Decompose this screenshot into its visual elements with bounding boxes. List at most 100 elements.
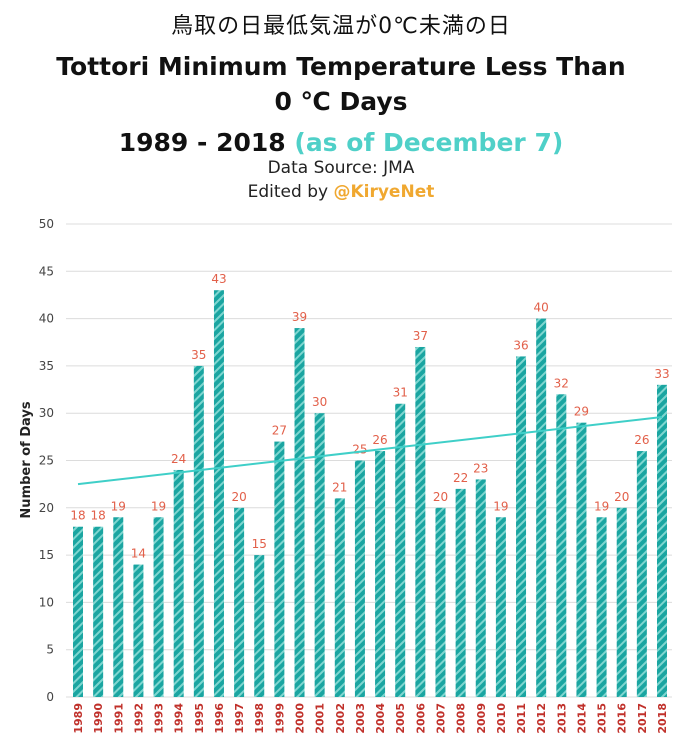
x-tick-label: 1997	[233, 703, 246, 734]
x-tick-label: 2007	[434, 703, 447, 734]
y-tick-label: 0	[46, 690, 54, 704]
bar-value-label: 43	[211, 272, 226, 286]
x-tick-label: 2008	[455, 703, 468, 734]
bar-value-label: 19	[111, 499, 126, 513]
bar-value-label: 23	[473, 461, 488, 475]
data-source: Data Source: JMA	[267, 158, 415, 178]
y-tick-label: 5	[46, 643, 54, 657]
bar	[576, 422, 587, 697]
bar	[314, 413, 325, 697]
x-tick-label: 2017	[636, 703, 649, 734]
bar	[415, 346, 426, 697]
x-tick-label: 1990	[92, 703, 105, 734]
x-tick-label: 1992	[132, 703, 145, 734]
bar-value-label: 29	[574, 405, 589, 419]
bar	[375, 451, 386, 697]
x-tick-label: 2018	[656, 703, 669, 734]
title-english-line2: 0 ℃ Days	[274, 87, 408, 116]
bar	[455, 488, 466, 697]
bar	[234, 507, 245, 697]
y-tick-label: 25	[39, 454, 54, 468]
bar-value-label: 20	[614, 490, 629, 504]
bar-value-label: 39	[292, 310, 307, 324]
bar-value-label: 25	[352, 443, 367, 457]
bar-value-label: 20	[433, 490, 448, 504]
bar	[616, 507, 627, 697]
x-tick-label: 1995	[193, 703, 206, 734]
bar-value-label: 27	[272, 424, 287, 438]
bar-value-label: 31	[393, 386, 408, 400]
bar	[133, 564, 144, 697]
bar-value-label: 33	[654, 367, 669, 381]
bar-value-label: 26	[372, 433, 387, 447]
y-tick-label: 45	[39, 264, 54, 278]
bar	[516, 356, 527, 697]
y-axis-ticks: 0 5 10 15 20 25 30 35 40 45 50	[39, 217, 54, 704]
x-tick-label: 2010	[495, 703, 508, 734]
x-tick-label: 2003	[354, 703, 367, 734]
y-tick-label: 20	[39, 501, 54, 515]
edited-by: Edited by @KiryeNet	[0, 182, 682, 202]
x-tick-label: 1989	[72, 703, 85, 734]
y-tick-label: 15	[39, 548, 54, 562]
y-tick-label: 30	[39, 406, 54, 420]
bar	[395, 403, 406, 697]
bar-value-label: 40	[534, 301, 549, 315]
y-tick-label: 10	[39, 595, 54, 609]
x-tick-label: 2002	[334, 703, 347, 734]
bar	[596, 517, 607, 697]
bar-value-label: 22	[453, 471, 468, 485]
bars	[73, 290, 667, 697]
bar	[354, 460, 365, 697]
edited-by-prefix: Edited by	[247, 182, 334, 202]
bar-value-label: 15	[252, 537, 267, 551]
bar	[213, 290, 224, 697]
bar	[153, 517, 164, 697]
x-tick-label: 1999	[273, 703, 286, 734]
bar	[294, 328, 305, 697]
bar	[113, 517, 124, 697]
bar	[193, 365, 204, 697]
x-tick-label: 2005	[394, 703, 407, 734]
gridlines	[66, 223, 672, 698]
y-tick-label: 35	[39, 359, 54, 373]
x-tick-label: 2013	[555, 703, 568, 734]
bar-value-label: 21	[332, 480, 347, 494]
x-tick-label: 1993	[153, 703, 166, 734]
x-tick-label: 1994	[173, 703, 186, 734]
y-axis-label: Number of Days	[19, 401, 34, 518]
bar	[274, 441, 285, 697]
x-tick-label: 2001	[314, 703, 327, 734]
period-range: 1989 - 2018	[118, 128, 286, 157]
bar	[556, 394, 567, 697]
bar	[657, 384, 667, 697]
bar-value-label: 30	[312, 395, 327, 409]
bar	[73, 526, 83, 697]
bar	[254, 555, 265, 697]
bar	[173, 469, 184, 697]
bar-value-label: 35	[191, 348, 206, 362]
bar-value-label: 26	[634, 433, 649, 447]
bar-value-label: 18	[90, 509, 105, 523]
x-tick-label: 2011	[515, 703, 528, 734]
bar	[495, 517, 506, 697]
bar	[334, 498, 345, 697]
x-tick-label: 2012	[535, 703, 548, 734]
as-of-note: (as of December 7)	[294, 128, 564, 157]
bar-value-label: 37	[413, 329, 428, 343]
y-tick-label: 50	[39, 217, 54, 231]
bar-value-label: 19	[493, 499, 508, 513]
bar-value-label: 20	[231, 490, 246, 504]
bar-value-label: 18	[70, 509, 85, 523]
bar-value-label: 36	[513, 338, 528, 352]
bar	[636, 451, 647, 697]
title-english-line1: Tottori Minimum Temperature Less Than	[56, 52, 626, 81]
x-tick-label: 1996	[213, 703, 226, 734]
x-tick-label: 2009	[475, 703, 488, 734]
title-japanese: 鳥取の日最低気温が0℃未満の日	[171, 14, 511, 39]
bar	[536, 318, 547, 697]
period-line: 1989 - 2018 (as of December 7)	[0, 128, 682, 157]
x-tick-label: 2014	[575, 703, 588, 734]
x-tick-label: 2004	[374, 703, 387, 734]
